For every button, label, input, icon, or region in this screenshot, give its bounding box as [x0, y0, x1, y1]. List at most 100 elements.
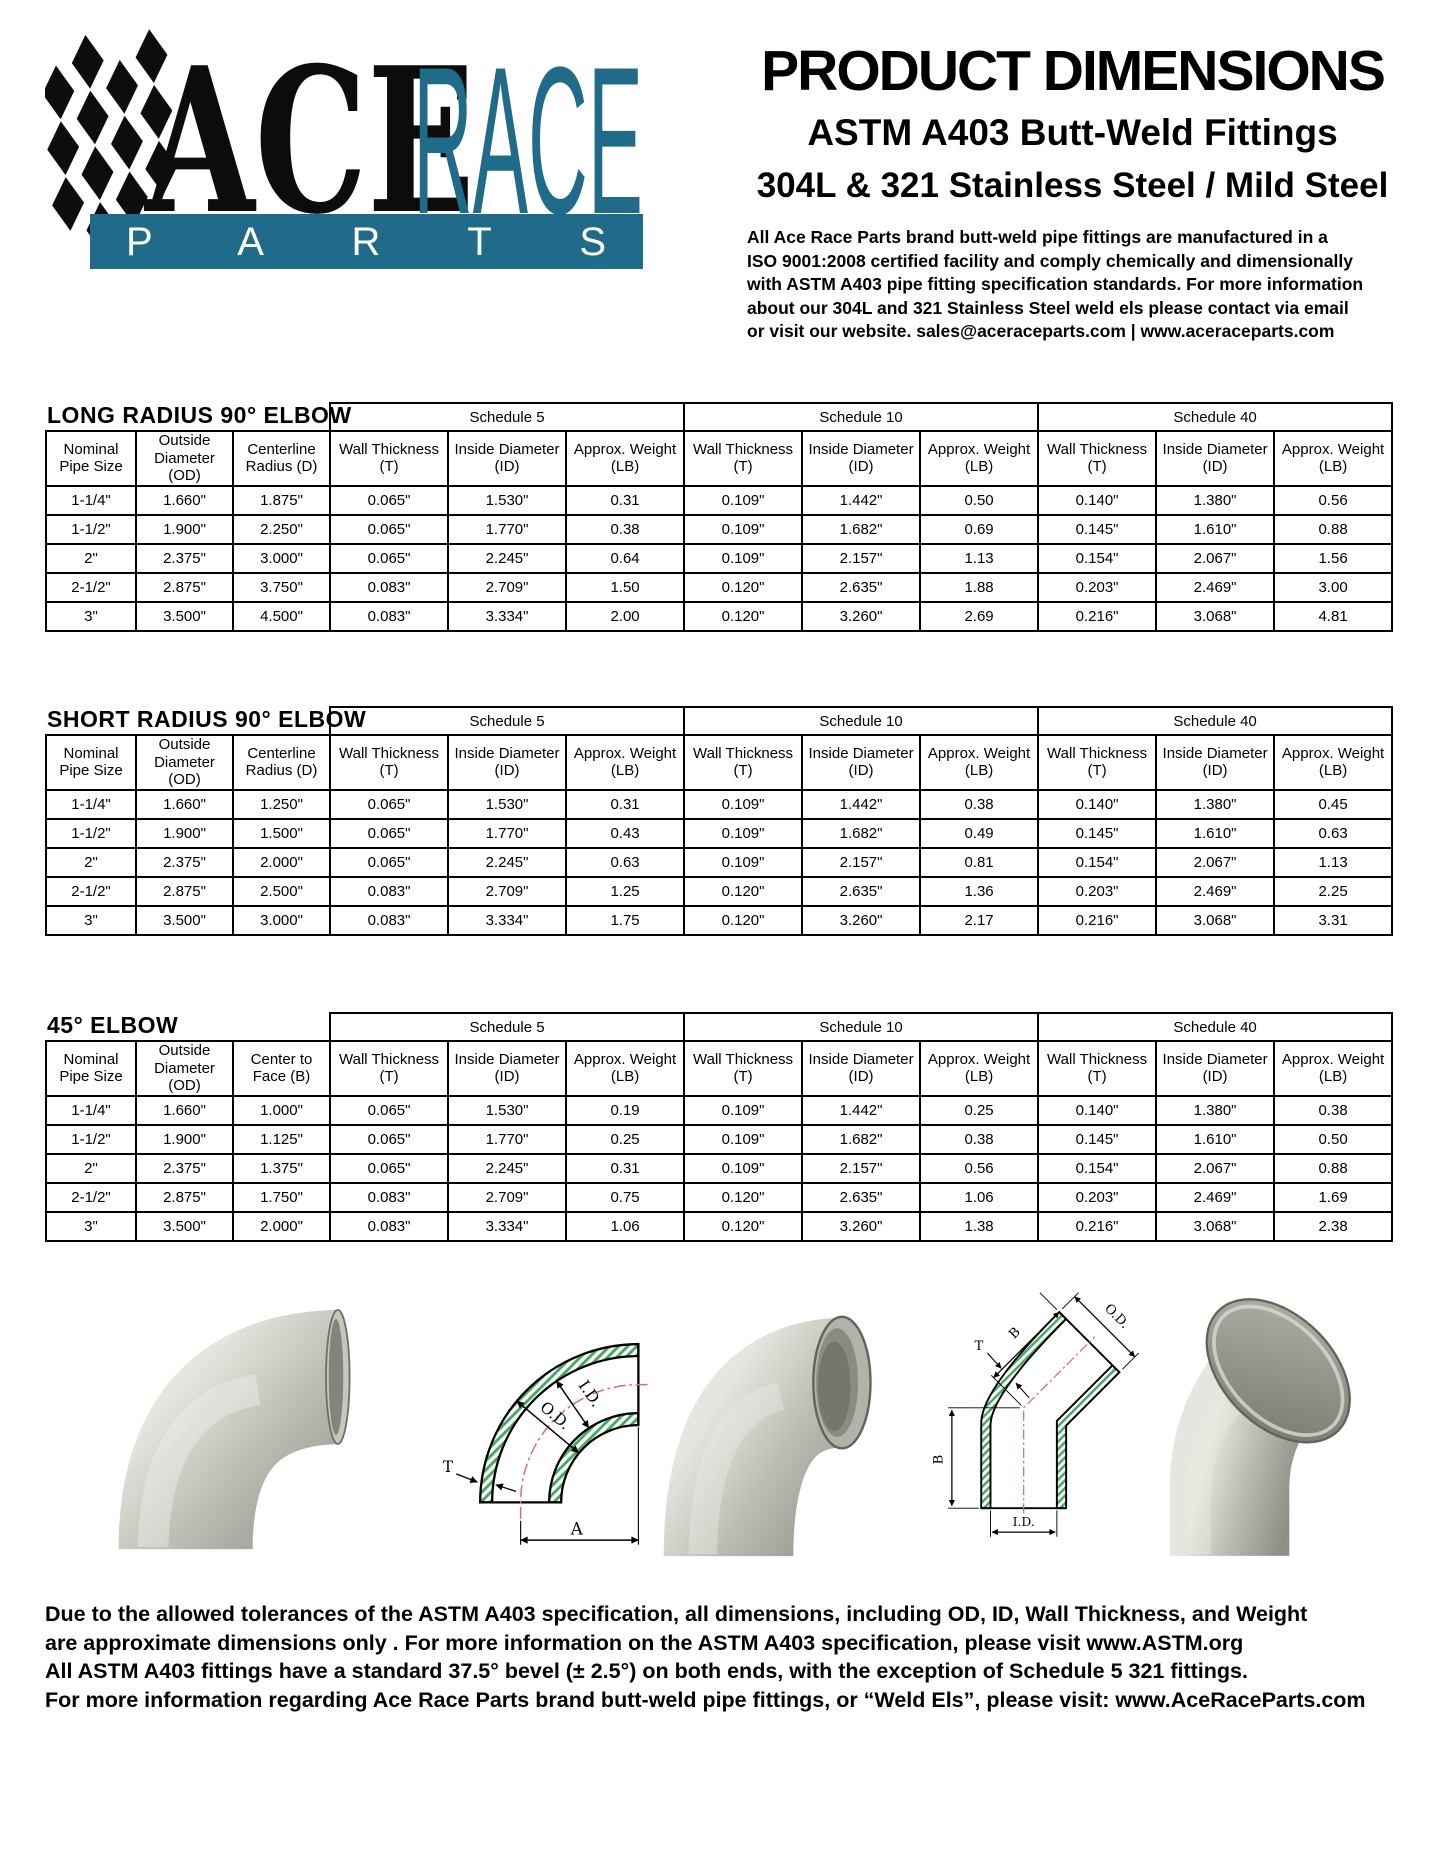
table-cell: 1.682" — [801, 513, 922, 545]
table-cell: 1.380" — [1155, 788, 1276, 820]
table-cell: 0.140" — [1037, 484, 1158, 516]
table-cell: 0.083" — [329, 571, 450, 603]
table-cell: 2.69 — [919, 600, 1040, 632]
table-cell: 3" — [45, 1210, 137, 1242]
column-header: Approx. Weight (LB) — [565, 430, 686, 487]
column-header: Inside Diameter (ID) — [447, 734, 568, 791]
table-cell: 1.380" — [1155, 484, 1276, 516]
long-radius-elbow-section: LONG RADIUS 90° ELBOW Schedule 5 Schedule… — [45, 402, 1394, 632]
short-radius-elbow-photo — [663, 1315, 872, 1558]
table-cell: 0.145" — [1037, 817, 1158, 849]
table-cell: 1.36 — [919, 875, 1040, 907]
table-cell: 1.000" — [231, 1094, 332, 1126]
table-cell: 2.245" — [447, 846, 568, 878]
table-cell: 3.260" — [801, 600, 922, 632]
elbow-45-photo — [1169, 1298, 1352, 1556]
table-cell: 1.900" — [135, 1123, 234, 1155]
table-cell: 0.81 — [919, 846, 1040, 878]
table-cell: 1.250" — [231, 788, 332, 820]
column-header: Inside Diameter (ID) — [801, 734, 922, 791]
column-header: Wall Thickness (T) — [329, 430, 450, 487]
table-cell: 1.06 — [919, 1181, 1040, 1213]
table-cell: 1.75 — [565, 904, 686, 936]
table-cell: 0.88 — [1273, 1152, 1394, 1184]
table-cell: 1.500" — [231, 817, 332, 849]
column-header: Inside Diameter (ID) — [447, 430, 568, 487]
table-cell: 1.770" — [447, 1123, 568, 1155]
table-cell: 0.56 — [919, 1152, 1040, 1184]
table-cell: 1.660" — [135, 788, 234, 820]
intro-line: ISO 9001:2008 certified facility and com… — [747, 250, 1353, 271]
table-cell: 2.157" — [801, 846, 922, 878]
table-cell: 2.875" — [135, 875, 234, 907]
table-cell: 3.750" — [231, 571, 332, 603]
table-cell: 0.38 — [565, 513, 686, 545]
table-cell: 0.109" — [683, 788, 804, 820]
column-header: Nominal Pipe Size — [45, 1040, 137, 1097]
table-cell: 1-1/4" — [45, 1094, 137, 1126]
table-cell: 1.900" — [135, 817, 234, 849]
table-cell: 2.38 — [1273, 1210, 1394, 1242]
table-cell: 3" — [45, 600, 137, 632]
schedule-header: Schedule 10 — [683, 402, 1040, 432]
footer-line: For more information regarding Ace Race … — [45, 1687, 1366, 1712]
table-cell: 2.157" — [801, 542, 922, 574]
left-wall — [980, 1310, 1068, 1509]
table-cell: 2.000" — [231, 1210, 332, 1242]
table-cell: 3" — [45, 904, 137, 936]
table-cell: 3.500" — [135, 600, 234, 632]
table-cell: 0.88 — [1273, 513, 1394, 545]
table-cell: 0.120" — [683, 1181, 804, 1213]
table-cell: 0.083" — [329, 904, 450, 936]
table-cell: 0.203" — [1037, 875, 1158, 907]
column-header: Outside Diameter (OD) — [135, 734, 234, 791]
table-cell: 0.109" — [683, 1123, 804, 1155]
table-cell: 0.120" — [683, 875, 804, 907]
table-cell: 1.530" — [447, 788, 568, 820]
page-subtitle-2: 304L & 321 Stainless Steel / Mild Steel — [756, 166, 1389, 205]
table-row: 3" 3.500" 4.500" 0.083" 3.334" 2.00 0.120" 3.26… — [45, 600, 1394, 632]
table-cell: 0.203" — [1037, 1181, 1158, 1213]
column-header: Wall Thickness (T) — [329, 734, 450, 791]
table-cell: 0.19 — [565, 1094, 686, 1126]
column-header: Approx. Weight (LB) — [1273, 734, 1394, 791]
table-cell: 0.065" — [329, 817, 450, 849]
b-left-dimension-label: B — [932, 1454, 947, 1464]
table-cell: 1.770" — [447, 513, 568, 545]
table-cell: 3.334" — [447, 904, 568, 936]
table-cell: 1.380" — [1155, 1094, 1276, 1126]
table-cell: 2.375" — [135, 1152, 234, 1184]
t-dimension-label: T — [975, 1338, 984, 1353]
table-cell: 1.25 — [565, 875, 686, 907]
column-header: Outside Diameter (OD) — [135, 1040, 234, 1097]
table-cell: 0.38 — [1273, 1094, 1394, 1126]
table-cell: 1.610" — [1155, 817, 1276, 849]
table-title: LONG RADIUS 90° ELBOW — [47, 402, 352, 428]
table-cell: 3.260" — [801, 1210, 922, 1242]
column-header-row: Nominal Pipe Size Outside Diameter (OD) Ce… — [45, 734, 1394, 791]
table-cell: 0.216" — [1037, 1210, 1158, 1242]
table-cell: 0.154" — [1037, 846, 1158, 878]
table-cell: 2.469" — [1155, 571, 1276, 603]
table-cell: 2.500" — [231, 875, 332, 907]
table-row: 1-1/4" 1.660" 1.875" 0.065" 1.530" 0.31 0.109"… — [45, 484, 1394, 516]
table-cell: 2.250" — [231, 513, 332, 545]
elbow-45-section: 45° ELBOW Schedule 5 Schedule 10 Schedule … — [45, 1012, 1394, 1242]
column-header: Inside Diameter (ID) — [801, 430, 922, 487]
table-cell: 0.065" — [329, 846, 450, 878]
table-cell: 0.64 — [565, 542, 686, 574]
table-cell: 1.682" — [801, 1123, 922, 1155]
table-row: 2-1/2" 2.875" 2.500" 0.083" 2.709" 1.25 0.120"… — [45, 875, 1394, 907]
table-cell: 3.500" — [135, 904, 234, 936]
table-cell: 1.682" — [801, 817, 922, 849]
column-header: Inside Diameter (ID) — [1155, 734, 1276, 791]
table-cell: 0.25 — [919, 1094, 1040, 1126]
table-cell: 0.63 — [565, 846, 686, 878]
table-cell: 3.500" — [135, 1210, 234, 1242]
table-cell: 0.31 — [565, 788, 686, 820]
table-cell: 1.900" — [135, 513, 234, 545]
table-cell: 1.750" — [231, 1181, 332, 1213]
table-cell: 4.500" — [231, 600, 332, 632]
table-cell: 2.00 — [565, 600, 686, 632]
